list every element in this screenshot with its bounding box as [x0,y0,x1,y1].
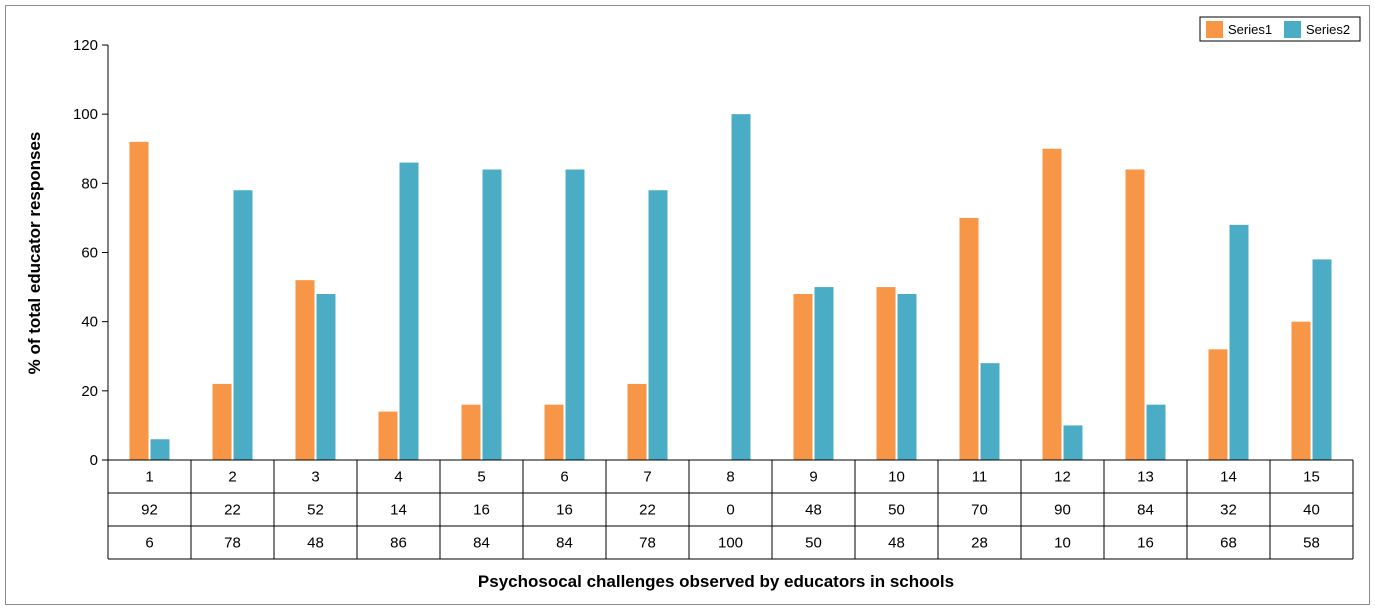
table-value-series2: 78 [639,535,656,552]
table-category-label: 3 [311,469,319,486]
bar-series2-5 [482,169,502,460]
table-value-series1: 16 [556,502,573,519]
bar-series1-14 [1208,349,1228,460]
table-category-label: 14 [1220,469,1237,486]
table-value-series2: 48 [888,535,905,552]
y-tick-label: 100 [73,106,98,123]
legend-label-series1: Series1 [1228,22,1272,37]
bar-series2-9 [814,287,834,460]
bar-series1-9 [793,294,813,460]
bar-series2-15 [1312,259,1332,460]
bar-series1-7 [627,383,647,460]
table-value-series1: 0 [726,502,734,519]
bar-series1-4 [378,411,398,460]
bar-series1-5 [461,404,481,460]
table-value-series1: 40 [1303,502,1320,519]
bar-series1-15 [1291,321,1311,460]
bar-series1-3 [295,280,315,460]
table-category-label: 5 [477,469,485,486]
bar-series2-12 [1063,425,1083,460]
bar-series2-2 [233,190,253,460]
table-value-series2: 84 [473,535,490,552]
bar-series1-13 [1125,169,1145,460]
legend-swatch-series2 [1284,21,1301,38]
table-category-label: 7 [643,469,651,486]
bar-series1-6 [544,404,564,460]
table-value-series2: 6 [145,535,153,552]
bar-series2-3 [316,294,336,460]
table-value-series2: 84 [556,535,573,552]
legend-swatch-series1 [1206,21,1223,38]
bar-series1-11 [959,217,979,460]
y-axis: 0 20 40 60 80 100 120 [73,37,109,469]
table-category-label: 4 [394,469,402,486]
table-category-label: 13 [1137,469,1154,486]
table-value-series2: 86 [390,535,407,552]
table-value-series1: 50 [888,502,905,519]
table-value-series1: 48 [805,502,822,519]
bar-series1-2 [212,383,232,460]
table-category-label: 6 [560,469,568,486]
y-tick-label: 80 [81,175,98,192]
table-value-series1: 22 [639,502,656,519]
table-value-series2: 10 [1054,535,1071,552]
table-category-label: 15 [1303,469,1320,486]
table-category-label: 1 [145,469,153,486]
table-category-label: 10 [888,469,905,486]
table-value-series1: 22 [224,502,241,519]
legend-box [1199,16,1361,42]
y-axis-title: % of total educator responses [25,132,44,375]
table-value-series2: 100 [718,535,743,552]
y-tick-label: 60 [81,245,98,262]
table-value-series2: 58 [1303,535,1320,552]
table-value-series2: 50 [805,535,822,552]
y-tick-label: 0 [90,452,98,469]
bar-series2-10 [897,294,917,460]
table-value-series1: 92 [141,502,158,519]
table-value-series1: 52 [307,502,324,519]
table-category-label: 2 [228,469,236,486]
table-value-series2: 68 [1220,535,1237,552]
legend-label-series2: Series2 [1306,22,1350,37]
table-value-series1: 32 [1220,502,1237,519]
bar-series2-11 [980,363,1000,460]
bar-series2-7 [648,190,668,460]
table-category-label: 11 [972,469,988,486]
bar-series2-13 [1146,404,1166,460]
x-axis-title: Psychosocal challenges observed by educa… [478,572,954,591]
table-value-series2: 28 [971,535,988,552]
bar-series2-4 [399,162,419,461]
table-value-series1: 14 [390,502,407,519]
data-table: 1926222783524841486516846168472278801009… [107,459,1354,560]
bar-series1-12 [1042,148,1062,460]
table-category-label: 12 [1054,469,1071,486]
table-value-series2: 48 [307,535,324,552]
bars [129,114,1332,461]
bar-series1-10 [876,287,896,460]
bar-series2-6 [565,169,585,460]
table-value-series1: 16 [473,502,490,519]
y-tick-label: 40 [81,314,98,331]
y-tick-label: 120 [73,37,98,54]
table-value-series1: 84 [1137,502,1154,519]
table-value-series2: 78 [224,535,241,552]
bar-series2-1 [150,439,170,460]
bar-series1-1 [129,141,149,461]
legend: Series1 Series2 [1199,16,1361,42]
bar-series2-14 [1229,224,1249,460]
bar-series2-8 [731,114,751,461]
table-value-series1: 90 [1054,502,1071,519]
table-value-series1: 70 [971,502,988,519]
y-tick-label: 20 [81,383,98,400]
table-category-label: 8 [726,469,734,486]
table-category-label: 9 [809,469,817,486]
table-value-series2: 16 [1137,535,1154,552]
